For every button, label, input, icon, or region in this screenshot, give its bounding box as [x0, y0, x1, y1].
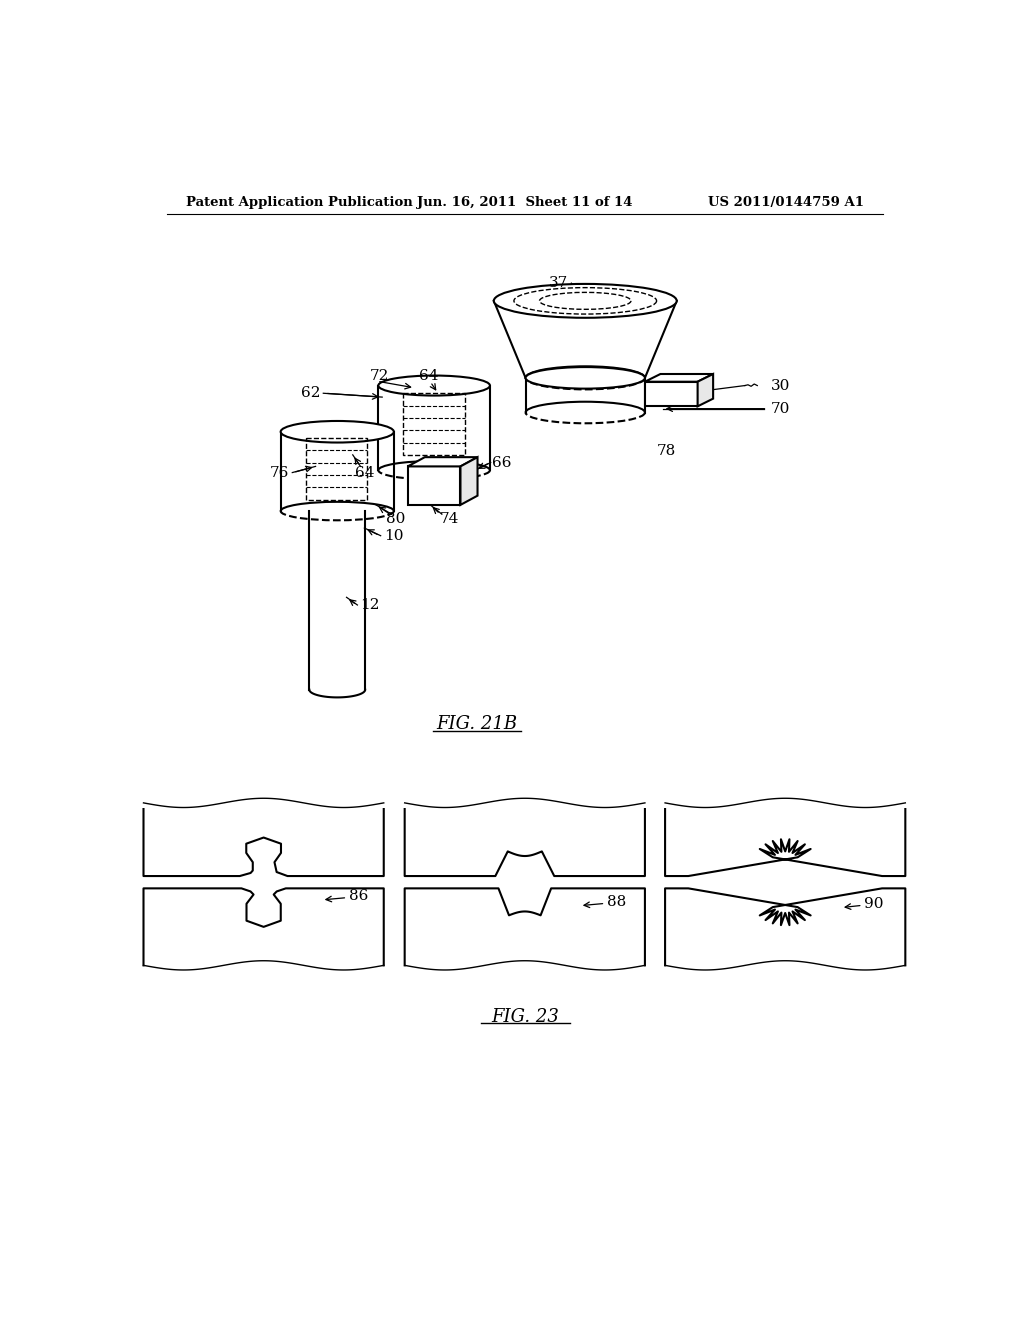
Text: 90: 90: [864, 896, 884, 911]
Text: 30: 30: [771, 379, 791, 392]
Text: FIG. 23: FIG. 23: [490, 1008, 559, 1026]
Text: 66: 66: [493, 455, 512, 470]
Text: 72: 72: [371, 368, 389, 383]
Ellipse shape: [494, 284, 677, 318]
Ellipse shape: [378, 376, 489, 396]
Text: 74: 74: [440, 512, 460, 525]
Text: 70: 70: [771, 401, 791, 416]
Text: 78: 78: [657, 444, 676, 458]
Text: 80: 80: [386, 512, 406, 525]
Polygon shape: [461, 457, 477, 506]
Text: 62: 62: [301, 387, 321, 400]
Polygon shape: [697, 374, 713, 407]
Text: 37: 37: [549, 276, 567, 290]
Text: 10: 10: [384, 529, 403, 543]
Text: Patent Application Publication: Patent Application Publication: [186, 195, 413, 209]
Polygon shape: [408, 457, 477, 466]
Text: 12: 12: [360, 598, 380, 612]
Bar: [403, 393, 465, 455]
Polygon shape: [645, 374, 713, 381]
Text: FIG. 21B: FIG. 21B: [436, 715, 517, 734]
Text: US 2011/0144759 A1: US 2011/0144759 A1: [709, 195, 864, 209]
Bar: [306, 438, 367, 499]
Text: 64: 64: [419, 368, 438, 383]
Text: Jun. 16, 2011  Sheet 11 of 14: Jun. 16, 2011 Sheet 11 of 14: [417, 195, 633, 209]
Bar: [645, 381, 697, 407]
Bar: [408, 466, 461, 506]
Text: 86: 86: [349, 890, 369, 903]
Ellipse shape: [281, 421, 394, 442]
Text: 76: 76: [270, 466, 289, 479]
Text: 64: 64: [354, 466, 374, 479]
Text: 88: 88: [607, 895, 627, 909]
Ellipse shape: [525, 367, 645, 388]
